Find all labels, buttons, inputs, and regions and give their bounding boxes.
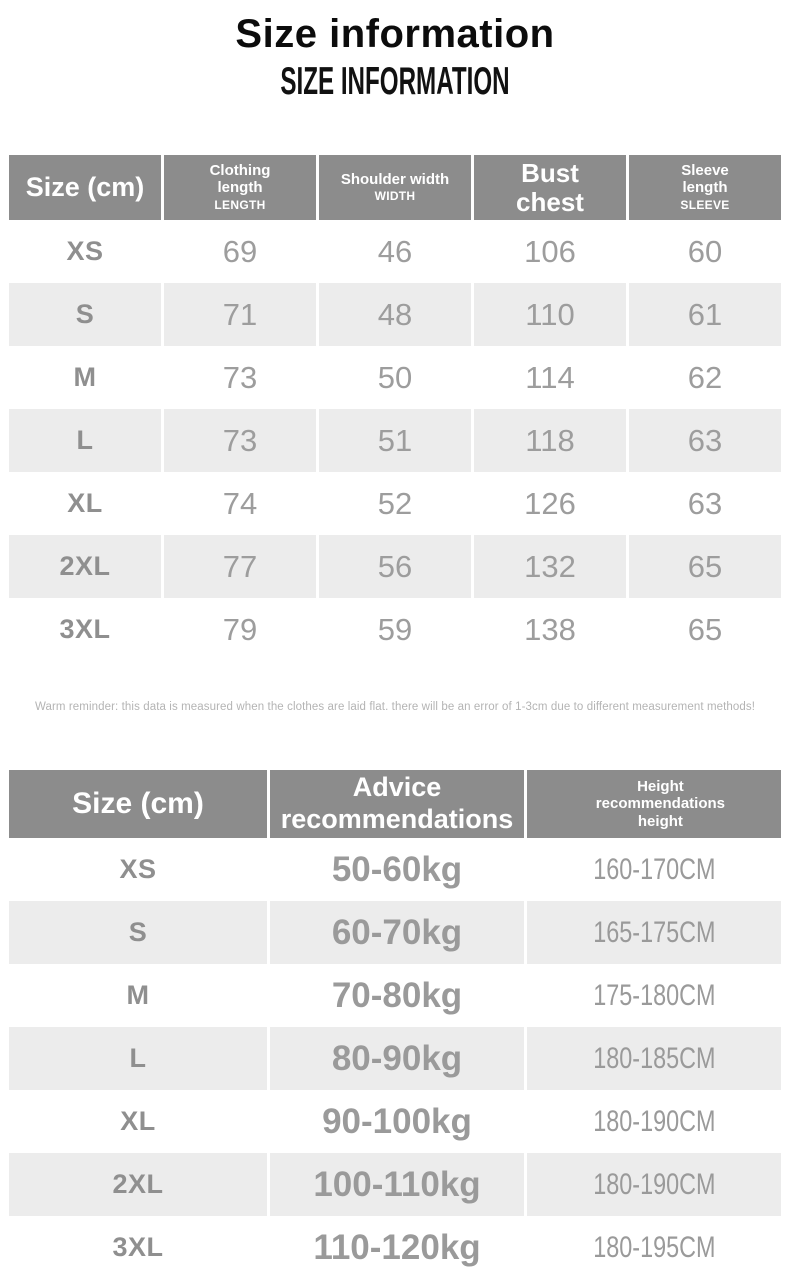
- size-label: XL: [120, 1106, 156, 1136]
- length-value: 79: [222, 611, 258, 647]
- shoulder-value: 48: [319, 283, 471, 346]
- length-value: 73: [164, 409, 316, 472]
- length-value: 71: [164, 283, 316, 346]
- size-label: XL: [67, 488, 103, 518]
- height-range: 175-180CM: [592, 978, 716, 1012]
- height-range: 180-190CM: [592, 1104, 716, 1138]
- header-size-cm: Size (cm): [9, 155, 161, 220]
- sleeve-value: 63: [687, 485, 723, 521]
- weight-range: 110-120kg: [313, 1227, 481, 1267]
- length-value: 69: [222, 233, 258, 269]
- size-label: 2XL: [9, 1153, 267, 1216]
- sleeve-value: 63: [629, 409, 781, 472]
- height-range: 160-170CM: [592, 852, 716, 886]
- length-value: 77: [164, 535, 316, 598]
- measurement-disclaimer-note: Warm reminder: this data is measured whe…: [34, 701, 756, 713]
- size-label: 3XL: [112, 1232, 164, 1262]
- size-measurements-table: Size (cm) Clothing length LENGTH Shoulde…: [9, 155, 781, 661]
- weight-range: 70-80kg: [331, 975, 463, 1015]
- size-label: L: [9, 409, 161, 472]
- bust-value: 126: [524, 485, 576, 521]
- length-value: 73: [222, 359, 258, 395]
- size-label: S: [9, 901, 267, 964]
- header-size-cm: Size (cm): [9, 770, 267, 838]
- header-clothing-length: Clothing length LENGTH: [164, 155, 316, 220]
- shoulder-value: 46: [377, 233, 413, 269]
- header-advice-recommendations: Advice recommendations: [270, 770, 524, 838]
- sleeve-value: 61: [629, 283, 781, 346]
- shoulder-value: 52: [377, 485, 413, 521]
- height-range: 180-195CM: [592, 1230, 716, 1264]
- bust-value: 138: [524, 611, 576, 647]
- size-label: M: [126, 980, 150, 1010]
- shoulder-value: 51: [319, 409, 471, 472]
- shoulder-value: 59: [377, 611, 413, 647]
- header-shoulder-width: Shoulder width WIDTH: [319, 155, 471, 220]
- size-information-page: Size information SIZE INFORMATION Size (…: [0, 11, 790, 1280]
- weight-range: 90-100kg: [322, 1101, 472, 1141]
- height-range: 180-190CM: [527, 1153, 781, 1216]
- size-recommendation-table: Size (cm) Advice recommendations Height …: [9, 770, 781, 1279]
- header-bust-chest: Bust chest: [474, 155, 626, 220]
- sleeve-value: 62: [687, 359, 723, 395]
- weight-range: 100-110kg: [270, 1153, 524, 1216]
- page-subtitle: SIZE INFORMATION: [280, 60, 510, 103]
- bust-value: 110: [474, 283, 626, 346]
- height-range: 165-175CM: [527, 901, 781, 964]
- size-label: L: [9, 1027, 267, 1090]
- length-value: 74: [222, 485, 258, 521]
- sleeve-value: 65: [629, 535, 781, 598]
- page-title: Size information: [235, 12, 555, 56]
- size-label: 2XL: [9, 535, 161, 598]
- sleeve-value: 60: [687, 233, 723, 269]
- weight-range: 50-60kg: [331, 849, 463, 889]
- size-label: XS: [119, 854, 157, 884]
- header-height-recommendations: Height recommendations height: [527, 770, 781, 838]
- size-label: M: [73, 362, 97, 392]
- size-label: XS: [66, 236, 104, 266]
- weight-range: 60-70kg: [270, 901, 524, 964]
- bust-value: 118: [474, 409, 626, 472]
- shoulder-value: 56: [319, 535, 471, 598]
- height-range: 180-185CM: [527, 1027, 781, 1090]
- bust-value: 114: [525, 359, 575, 395]
- sleeve-value: 65: [687, 611, 723, 647]
- shoulder-value: 50: [377, 359, 413, 395]
- size-label: 3XL: [59, 614, 111, 644]
- size-label: S: [9, 283, 161, 346]
- bust-value: 132: [474, 535, 626, 598]
- weight-range: 80-90kg: [270, 1027, 524, 1090]
- bust-value: 106: [524, 233, 576, 269]
- header-sleeve-length: Sleeve length SLEEVE: [629, 155, 781, 220]
